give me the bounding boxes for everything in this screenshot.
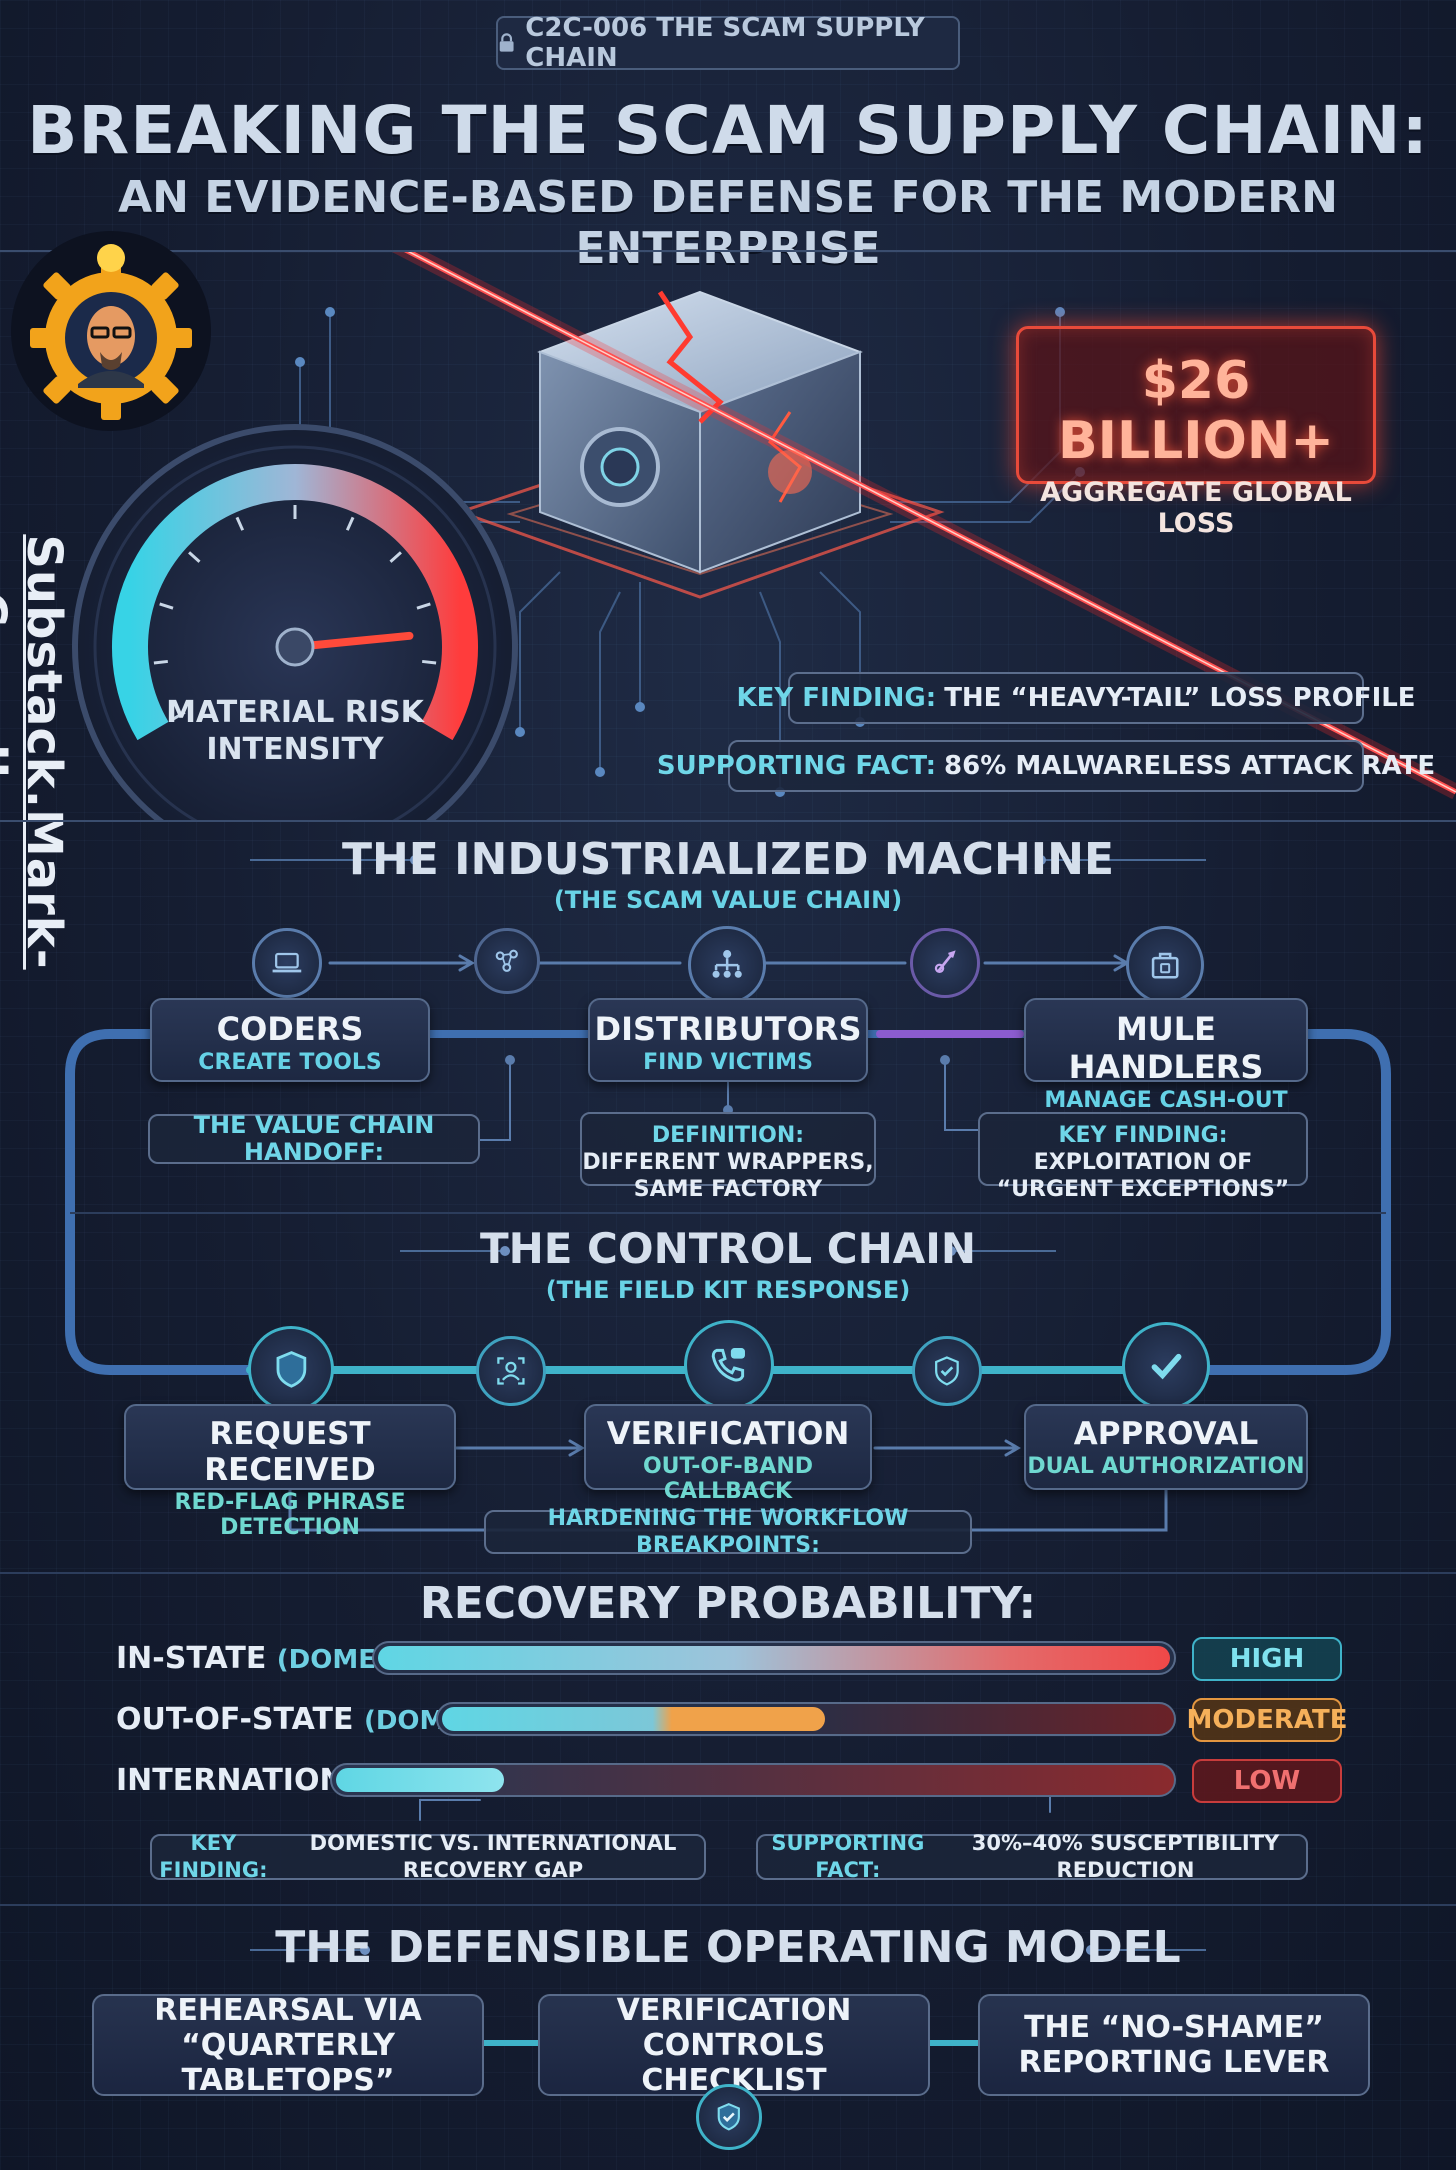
page-title: BREAKING THE SCAM SUPPLY CHAIN: xyxy=(27,92,1429,169)
machine-key-finding: KEY FINDING: EXPLOITATION OF “URGENT EXC… xyxy=(978,1112,1308,1202)
gauge-label: MATERIAL RISK INTENSITY xyxy=(166,695,424,767)
gauge-tick xyxy=(153,659,168,665)
hero-supporting-fact-text: 86% MALWARELESS ATTACK RATE xyxy=(944,751,1436,781)
loss-label: AGGREGATE GLOBAL LOSS xyxy=(1040,477,1352,539)
header-divider xyxy=(0,250,1456,252)
hero-supporting-fact: SUPPORTING FACT: 86% MALWARELESS ATTACK … xyxy=(657,740,1435,792)
shield-check-badge-icon xyxy=(696,2084,762,2150)
gauge-tick xyxy=(404,710,418,721)
control-subtitle: (THE FIELD KIT RESPONSE) xyxy=(545,1276,911,1304)
recovery-bar-fill xyxy=(378,1646,1170,1670)
node-coders-title: CODERS xyxy=(216,1010,364,1048)
risk-gauge xyxy=(72,424,518,822)
recovery-bar-international xyxy=(330,1763,1176,1797)
document-tag: C2C-006 THE SCAM SUPPLY CHAIN xyxy=(496,13,960,73)
machine-key-finding-text: EXPLOITATION OF “URGENT EXCEPTIONS” xyxy=(996,1150,1290,1202)
node-approval: APPROVAL DUAL AUTHORIZATION xyxy=(1024,1404,1308,1490)
operating-model-title: THE DEFENSIBLE OPERATING MODEL xyxy=(275,1922,1181,1973)
gauge-tick xyxy=(188,551,201,563)
lock-icon xyxy=(499,33,514,52)
network-icon xyxy=(474,928,540,994)
hardening-note: HARDENING THE WORKFLOW BREAKPOINTS: xyxy=(484,1506,972,1558)
op-item-reporting: THE “NO-SHAME” REPORTING LEVER xyxy=(978,1994,1370,2096)
page-subtitle: AN EVIDENCE-BASED DEFENSE FOR THE MODERN… xyxy=(118,172,1338,274)
node-verification-title: VERIFICATION xyxy=(606,1416,850,1452)
value-chain-handoff: THE VALUE CHAIN HANDOFF: xyxy=(148,1112,480,1166)
recovery-badge-low: LOW xyxy=(1192,1759,1342,1803)
recovery-bar-out-of-state xyxy=(436,1702,1176,1736)
recovery-bar-fill xyxy=(442,1707,825,1731)
gauge-tick xyxy=(345,516,355,531)
recovery-key-finding-text: DOMESTIC VS. INTERNATIONAL RECOVERY GAP xyxy=(309,1831,677,1882)
node-coders-sub: CREATE TOOLS xyxy=(198,1050,382,1075)
op-item-tabletops: REHEARSAL VIA “QUARTERLY TABLETOPS” xyxy=(92,1993,484,2098)
node-distributors: DISTRIBUTORS FIND VICTIMS xyxy=(588,998,868,1082)
face-scan-icon xyxy=(476,1336,546,1406)
recovery-bar-in-state xyxy=(372,1641,1176,1675)
recovery-badge-high: HIGH xyxy=(1192,1637,1342,1681)
node-coders: CODERS CREATE TOOLS xyxy=(150,998,430,1082)
shield-check-icon xyxy=(912,1336,982,1406)
machine-key-finding-label: KEY FINDING: xyxy=(1058,1123,1228,1148)
node-mule-handlers-sub: MANAGE CASH-OUT xyxy=(1044,1088,1288,1113)
loss-value: $26 BILLION+ xyxy=(1058,351,1334,471)
recovery-bar-fill xyxy=(336,1768,505,1792)
node-request-received-title: REQUEST RECEIVED xyxy=(204,1416,376,1488)
node-verification: VERIFICATION OUT-OF-BAND CALLBACK xyxy=(584,1404,872,1504)
recovery-supporting-fact: SUPPORTING FACT: 30%–40% SUSCEPTIBILITY … xyxy=(756,1831,1308,1882)
op-item-checklist: VERIFICATION CONTROLS CHECKLIST xyxy=(538,1993,930,2098)
node-mule-handlers: MULE HANDLERS MANAGE CASH-OUT xyxy=(1024,998,1308,1113)
gauge-tick xyxy=(422,659,437,665)
node-distributors-title: DISTRIBUTORS xyxy=(594,1010,862,1048)
recovery-key-finding-label: KEY FINDING: xyxy=(159,1831,268,1882)
phishing-hook-icon xyxy=(910,928,980,998)
node-request-received: REQUEST RECEIVED RED-FLAG PHRASE DETECTI… xyxy=(124,1404,456,1540)
node-verification-sub: OUT-OF-BAND CALLBACK xyxy=(642,1454,814,1504)
shield-icon xyxy=(248,1326,334,1412)
person-avatar xyxy=(78,306,144,388)
hero-divider xyxy=(0,820,1456,822)
hero-key-finding-text: THE “HEAVY-TAIL” LOSS PROFILE xyxy=(944,683,1416,713)
node-approval-sub: DUAL AUTHORIZATION xyxy=(1027,1454,1305,1479)
node-request-received-sub: RED-FLAG PHRASE DETECTION xyxy=(174,1490,406,1540)
gauge-tick xyxy=(235,516,245,531)
node-distributors-sub: FIND VICTIMS xyxy=(643,1050,813,1075)
checkmark-icon xyxy=(1122,1322,1210,1410)
definition-label: DEFINITION: xyxy=(651,1123,805,1148)
briefcase-icon xyxy=(1126,926,1204,1004)
node-approval-title: APPROVAL xyxy=(1073,1416,1259,1452)
gauge-tick xyxy=(416,602,431,610)
recovery-supporting-fact-label: SUPPORTING FACT: xyxy=(771,1831,925,1882)
recovery-title: RECOVERY PROBABILITY: xyxy=(419,1578,1037,1629)
recovery-supporting-fact-text: 30%–40% SUSCEPTIBILITY REDUCTION xyxy=(971,1831,1280,1882)
hero-supporting-fact-label: SUPPORTING FACT: xyxy=(656,751,937,781)
document-tag-text: C2C-006 THE SCAM SUPPLY CHAIN xyxy=(525,13,925,73)
definition-note: DEFINITION: DIFFERENT WRAPPERS, SAME FAC… xyxy=(580,1112,876,1202)
recovery-badge-moderate: MODERATE xyxy=(1187,1698,1347,1742)
loss-callout: $26 BILLION+ AGGREGATE GLOBAL LOSS xyxy=(1016,326,1376,539)
control-title: THE CONTROL CHAIN xyxy=(479,1224,977,1273)
recovery-key-finding: KEY FINDING: DOMESTIC VS. INTERNATIONAL … xyxy=(150,1831,706,1882)
phone-call-icon xyxy=(684,1320,774,1410)
gauge-tick xyxy=(159,602,174,610)
machine-title: THE INDUSTRIALIZED MACHINE xyxy=(341,834,1115,885)
gauge-tick xyxy=(389,551,402,563)
machine-subtitle: (THE SCAM VALUE CHAIN) xyxy=(553,886,903,914)
node-mule-handlers-title: MULE HANDLERS xyxy=(1068,1010,1264,1086)
definition-text: DIFFERENT WRAPPERS, SAME FACTORY xyxy=(582,1150,874,1202)
hero-key-finding-label: KEY FINDING: xyxy=(736,683,937,713)
hero-key-finding: KEY FINDING: THE “HEAVY-TAIL” LOSS PROFI… xyxy=(736,672,1416,724)
author-logo-gear-icon xyxy=(11,231,211,431)
gauge-tick xyxy=(172,710,186,721)
laptop-icon xyxy=(252,928,322,998)
org-chart-icon xyxy=(688,926,766,1004)
